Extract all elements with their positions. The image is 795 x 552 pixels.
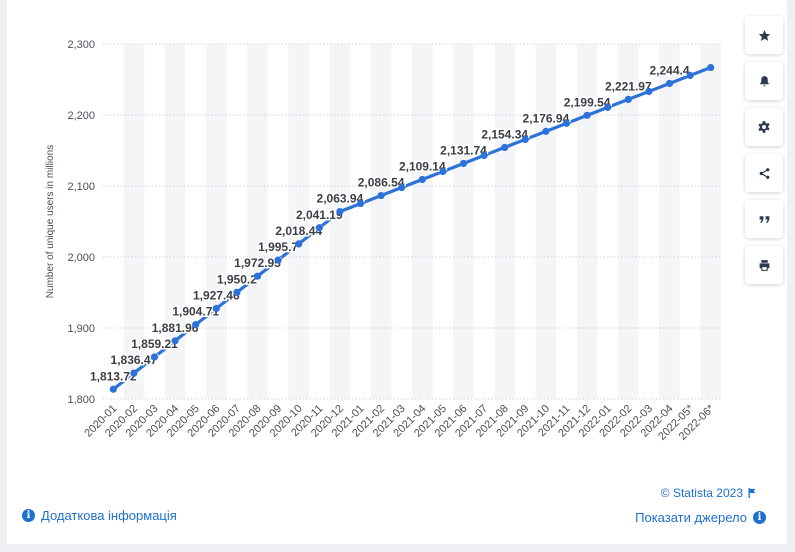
column-band <box>206 44 227 399</box>
data-point <box>356 199 365 208</box>
column-band <box>247 44 268 399</box>
line-chart: 1,800 1,900 2,000 2,100 2,200 2,300 Number of … <box>45 39 721 443</box>
y-tick-label: 1,800 <box>67 394 95 406</box>
data-point <box>398 183 406 192</box>
data-label: 2,244.4 <box>649 63 689 77</box>
data-point <box>707 63 715 72</box>
share-icon <box>759 167 769 179</box>
data-point <box>521 135 529 143</box>
data-point <box>171 337 179 345</box>
data-point <box>418 175 426 184</box>
gear-icon <box>758 121 770 133</box>
flag-icon <box>748 488 756 498</box>
data-label: 1,836.47 <box>111 353 158 367</box>
star-icon <box>758 29 770 41</box>
data-point <box>253 272 262 280</box>
statista-copyright-link[interactable]: © Statista 2023 <box>661 486 757 500</box>
column-band <box>700 44 721 399</box>
data-point <box>336 208 344 216</box>
data-point <box>130 369 138 377</box>
y-tick-label: 2,000 <box>67 252 95 264</box>
data-label: 2,199.54 <box>564 95 611 109</box>
data-point <box>686 71 694 80</box>
show-source-label: Показати джерело <box>635 510 747 525</box>
data-label: 2,221.97 <box>605 79 652 93</box>
column-band <box>494 44 515 399</box>
share-button[interactable] <box>745 154 783 192</box>
data-label: 1,813.72 <box>90 369 137 383</box>
data-label: 1,859.21 <box>131 337 178 351</box>
data-point <box>624 95 632 104</box>
column-band <box>123 44 145 399</box>
settings-button[interactable] <box>745 108 783 146</box>
data-label: 2,063.94 <box>317 192 364 206</box>
more-info-link[interactable]: i Додаткова інформація <box>22 508 177 523</box>
y-tick-label: 2,200 <box>67 110 95 122</box>
data-point <box>109 385 117 393</box>
data-point <box>501 143 509 152</box>
column-band <box>535 44 557 399</box>
more-info-label: Додаткова інформація <box>41 508 177 523</box>
show-source-link[interactable]: Показати джерело i <box>635 510 766 525</box>
data-label: 1,881.96 <box>152 321 199 335</box>
data-label: 2,154.34 <box>481 127 528 141</box>
copyright-text: © Statista 2023 <box>660 486 743 500</box>
data-point <box>192 321 200 329</box>
data-label: 2,176.94 <box>523 111 570 125</box>
data-point <box>377 191 385 200</box>
data-point <box>274 256 282 264</box>
y-axis-label: Number of unique users in millions <box>45 145 56 298</box>
column-band <box>618 44 639 399</box>
chart-card: 1,800 1,900 2,000 2,100 2,200 2,300 Number of … <box>7 0 787 544</box>
data-label: 1,972.95 <box>234 256 281 270</box>
column-band <box>576 44 598 399</box>
data-point <box>150 353 159 361</box>
column-band <box>370 44 392 399</box>
data-point <box>562 119 571 127</box>
column-band <box>659 44 680 399</box>
data-point <box>459 159 468 168</box>
column-band <box>453 44 474 399</box>
column-band <box>412 44 433 399</box>
chart-toolbar <box>745 16 783 292</box>
bell-icon <box>759 75 769 86</box>
data-label: 2,041.19 <box>296 208 343 222</box>
info-icon: i <box>22 509 35 522</box>
data-point <box>315 224 323 232</box>
column-band <box>329 44 351 399</box>
data-point <box>665 79 674 88</box>
y-tick-label: 2,100 <box>67 181 95 193</box>
column-band <box>288 44 309 399</box>
print-button[interactable] <box>745 246 783 284</box>
data-label: 1,904.71 <box>172 305 219 319</box>
data-label: 2,109.14 <box>399 160 446 174</box>
data-point <box>295 240 303 248</box>
data-label: 2,086.54 <box>358 176 405 190</box>
cite-button[interactable] <box>745 200 783 238</box>
print-icon <box>759 259 769 271</box>
data-point <box>233 288 241 296</box>
quote-icon <box>759 215 769 223</box>
data-point <box>542 127 550 135</box>
info-icon: i <box>753 511 766 524</box>
series-line <box>111 65 713 391</box>
data-point <box>604 103 612 111</box>
column-band <box>164 44 186 399</box>
notification-button[interactable] <box>745 62 783 100</box>
data-point <box>583 111 591 119</box>
data-point <box>439 167 447 176</box>
data-label: 2,131.74 <box>440 143 487 157</box>
data-label: 1,927.46 <box>193 289 240 303</box>
data-label: 1,995.7 <box>258 240 298 254</box>
favorite-button[interactable] <box>745 16 783 54</box>
y-tick-label: 1,900 <box>67 323 95 335</box>
data-point <box>480 151 488 160</box>
y-tick-label: 2,300 <box>67 39 95 51</box>
data-point <box>212 304 220 313</box>
data-label: 2,018.44 <box>275 224 322 238</box>
data-point <box>645 87 653 96</box>
data-label: 1,950.2 <box>217 272 257 286</box>
